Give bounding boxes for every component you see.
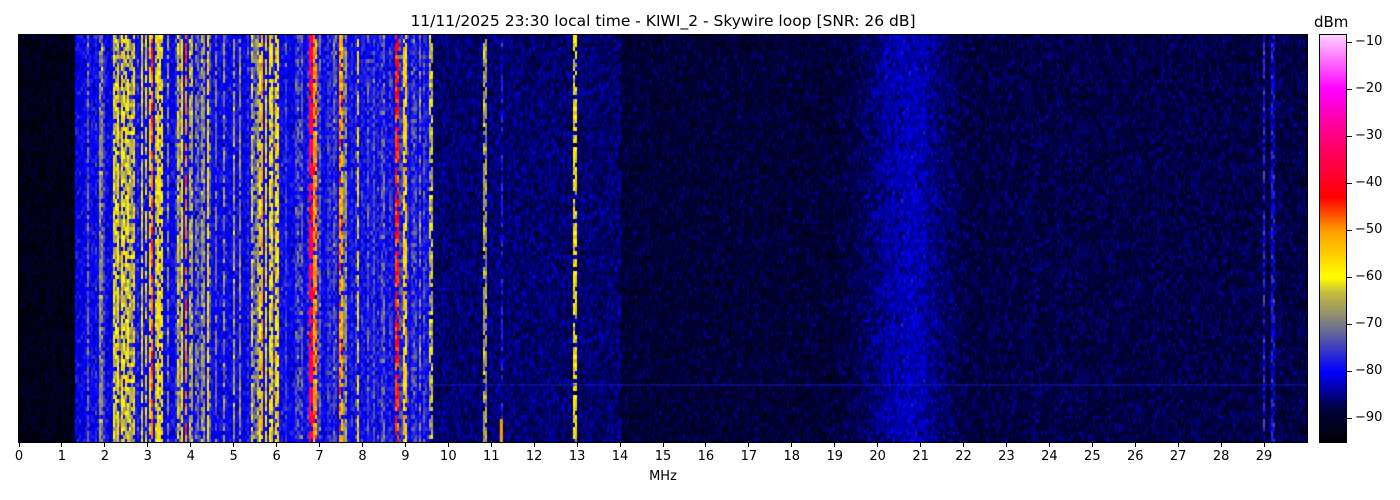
colorbar-gradient — [1320, 35, 1346, 442]
x-tick-label: 9 — [401, 449, 410, 464]
colorbar-tick-label: −90 — [1355, 410, 1383, 426]
x-tick-label: 11 — [482, 449, 500, 464]
waterfall-heatmap — [19, 35, 1307, 442]
colorbar-tick-label: −40 — [1355, 175, 1383, 191]
x-tick-label: 15 — [654, 449, 672, 464]
x-tick — [834, 442, 836, 447]
x-tick-label: 17 — [740, 449, 758, 464]
x-tick — [877, 442, 879, 447]
colorbar-tick-label: −10 — [1355, 34, 1383, 50]
x-tick — [748, 442, 750, 447]
x-tick — [1177, 442, 1179, 447]
colorbar-tick — [1347, 89, 1352, 91]
x-tick — [533, 442, 535, 447]
x-tick-label: 19 — [826, 449, 843, 464]
colorbar — [1319, 34, 1347, 443]
x-tick-label: 6 — [272, 449, 281, 464]
x-tick — [576, 442, 578, 447]
colorbar-tick-label: −60 — [1355, 269, 1383, 285]
x-axis-label: MHz — [649, 469, 677, 484]
colorbar-tick — [1347, 230, 1352, 232]
x-tick — [1134, 442, 1136, 447]
colorbar-label: dBm — [1314, 13, 1349, 31]
x-tick-label: 16 — [697, 449, 715, 464]
x-tick — [1005, 442, 1007, 447]
x-tick-label: 25 — [1084, 449, 1101, 464]
x-tick — [404, 442, 406, 447]
x-tick — [791, 442, 793, 447]
x-tick-label: 2 — [100, 449, 109, 464]
x-tick-label: 26 — [1126, 449, 1144, 464]
x-tick — [619, 442, 621, 447]
x-tick-label: 20 — [869, 449, 886, 464]
x-tick-label: 24 — [1041, 449, 1058, 464]
colorbar-tick — [1347, 42, 1352, 44]
x-tick — [662, 442, 664, 447]
colorbar-tick — [1347, 183, 1352, 185]
x-tick-label: 12 — [525, 449, 543, 464]
x-tick — [705, 442, 707, 447]
x-tick-label: 27 — [1169, 449, 1187, 464]
x-tick — [1263, 442, 1265, 447]
x-tick — [1048, 442, 1050, 447]
x-tick-label: 5 — [229, 449, 238, 464]
x-tick — [276, 442, 278, 447]
x-tick-label: 18 — [783, 449, 801, 464]
x-tick-label: 22 — [955, 449, 972, 464]
x-tick — [18, 442, 20, 447]
x-tick-label: 1 — [57, 449, 67, 464]
x-tick-label: 28 — [1212, 449, 1230, 464]
waterfall-plot — [18, 34, 1308, 443]
x-tick-label: 4 — [186, 449, 195, 464]
x-tick-label: 21 — [912, 449, 929, 464]
colorbar-tick — [1347, 324, 1352, 326]
colorbar-tick-label: −20 — [1355, 81, 1383, 97]
colorbar-tick — [1347, 277, 1352, 279]
x-tick — [1220, 442, 1222, 447]
x-tick-label: 23 — [998, 449, 1015, 464]
x-tick-label: 8 — [358, 449, 367, 464]
x-tick-label: 10 — [440, 449, 457, 464]
x-tick — [963, 442, 965, 447]
colorbar-tick-label: −30 — [1355, 128, 1383, 144]
x-tick-label: 7 — [315, 449, 324, 464]
x-tick-label: 14 — [611, 449, 629, 464]
colorbar-tick-label: −80 — [1355, 363, 1383, 379]
x-tick — [490, 442, 492, 447]
x-tick — [61, 442, 63, 447]
x-tick — [104, 442, 106, 447]
x-tick — [447, 442, 449, 447]
chart-title: 11/11/2025 23:30 local time - KIWI_2 - S… — [410, 12, 916, 30]
x-tick-label: 13 — [568, 449, 586, 464]
colorbar-tick-label: −70 — [1355, 316, 1383, 332]
x-tick — [319, 442, 321, 447]
x-tick — [147, 442, 149, 447]
colorbar-tick — [1347, 136, 1352, 138]
x-tick — [233, 442, 235, 447]
colorbar-tick — [1347, 418, 1352, 420]
x-tick — [190, 442, 192, 447]
x-tick-label: 3 — [143, 449, 152, 464]
x-tick-label: 29 — [1255, 449, 1273, 464]
x-tick — [920, 442, 922, 447]
x-tick — [1091, 442, 1093, 447]
x-tick-label: 0 — [14, 449, 24, 464]
colorbar-tick — [1347, 371, 1352, 373]
colorbar-tick-label: −50 — [1355, 222, 1383, 238]
x-tick — [361, 442, 363, 447]
